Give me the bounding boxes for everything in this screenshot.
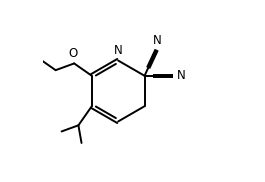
Text: N: N — [114, 44, 122, 57]
Text: N: N — [153, 33, 162, 47]
Text: O: O — [69, 47, 78, 60]
Text: N: N — [177, 69, 186, 82]
